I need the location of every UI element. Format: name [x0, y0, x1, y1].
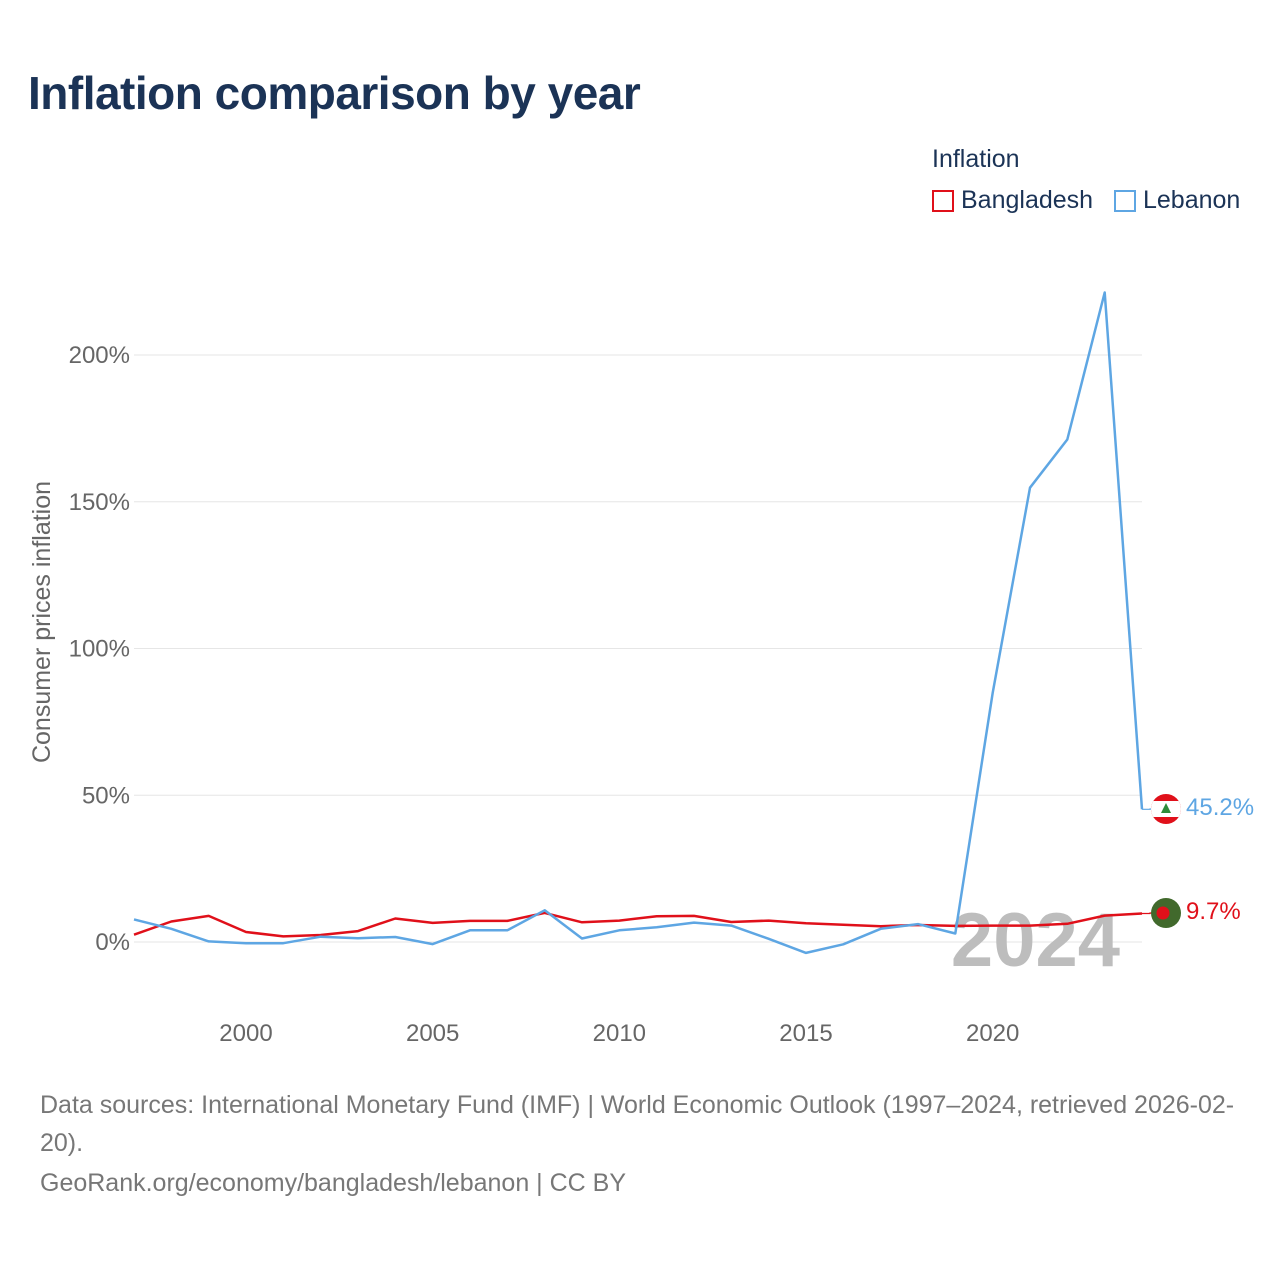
highlight-year: 2024 [951, 898, 1120, 983]
series-line-bangladesh[interactable] [133, 911, 1143, 938]
legend-label-lebanon: Lebanon [1143, 186, 1241, 214]
y-axis-ticks: 0% 50% 100% 150% 200% [69, 342, 130, 956]
y-tick-label: 0% [95, 929, 130, 956]
chart-title: Inflation comparison by year [28, 67, 641, 119]
x-axis-ticks: 2000 2005 2010 2015 2020 [219, 1020, 1019, 1047]
series-lines [133, 291, 1152, 955]
x-tick-label: 2000 [219, 1020, 272, 1047]
footer-sources: Data sources: International Monetary Fun… [40, 1091, 1235, 1157]
y-tick-label: 200% [69, 342, 130, 369]
x-tick-label: 2005 [406, 1020, 459, 1047]
y-tick-label: 150% [69, 489, 130, 516]
lebanon-flag-icon [1151, 794, 1181, 824]
bangladesh-flag-icon [1151, 898, 1181, 928]
bangladesh-end-label: 9.7% [1186, 898, 1241, 925]
y-axis-label: Consumer prices inflation [28, 481, 56, 763]
legend-swatch-lebanon [1114, 189, 1136, 212]
end-markers [1151, 794, 1181, 928]
end-connector-bangladesh [1142, 912, 1152, 915]
legend-item-bangladesh[interactable]: Bangladesh [932, 186, 1093, 215]
y-tick-label: 50% [82, 782, 130, 809]
legend-label-bangladesh: Bangladesh [961, 186, 1094, 214]
x-tick-label: 2020 [966, 1020, 1019, 1047]
x-tick-label: 2010 [593, 1020, 646, 1047]
y-tick-label: 100% [69, 636, 130, 663]
series-line-lebanon[interactable] [133, 291, 1144, 955]
x-tick-label: 2015 [779, 1020, 832, 1047]
gridlines [134, 354, 1142, 943]
footer-credit: GeoRank.org/economy/bangladesh/lebanon |… [40, 1169, 627, 1197]
legend-item-lebanon[interactable]: Lebanon [1114, 186, 1240, 215]
legend-swatch-bangladesh [932, 189, 954, 212]
legend-title: Inflation [932, 145, 1020, 173]
lebanon-end-label: 45.2% [1186, 794, 1254, 821]
